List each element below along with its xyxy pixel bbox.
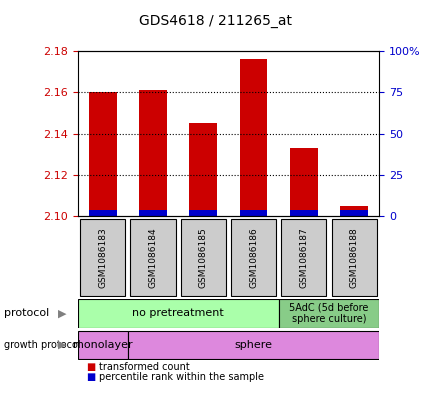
Text: growth protocol: growth protocol xyxy=(4,340,81,350)
FancyBboxPatch shape xyxy=(77,299,278,328)
FancyBboxPatch shape xyxy=(77,331,128,359)
Text: sphere: sphere xyxy=(234,340,272,350)
Text: ▶: ▶ xyxy=(58,340,67,350)
Text: ▶: ▶ xyxy=(58,309,67,318)
Text: GDS4618 / 211265_at: GDS4618 / 211265_at xyxy=(139,14,291,28)
Bar xyxy=(239,59,267,216)
Bar xyxy=(239,210,267,216)
Text: GSM1086185: GSM1086185 xyxy=(198,227,207,288)
Text: GSM1086183: GSM1086183 xyxy=(98,227,107,288)
FancyBboxPatch shape xyxy=(230,219,276,296)
Bar xyxy=(89,210,116,216)
Bar xyxy=(139,90,166,216)
Bar xyxy=(289,210,317,216)
Text: percentile rank within the sample: percentile rank within the sample xyxy=(99,372,264,382)
FancyBboxPatch shape xyxy=(80,219,125,296)
FancyBboxPatch shape xyxy=(331,219,376,296)
Text: no pretreatment: no pretreatment xyxy=(132,309,224,318)
Text: transformed count: transformed count xyxy=(99,362,190,373)
Text: GSM1086188: GSM1086188 xyxy=(349,227,358,288)
Text: GSM1086187: GSM1086187 xyxy=(299,227,307,288)
Text: GSM1086184: GSM1086184 xyxy=(148,227,157,288)
Bar xyxy=(340,206,367,216)
Text: monolayer: monolayer xyxy=(73,340,132,350)
Text: 5AdC (5d before
sphere culture): 5AdC (5d before sphere culture) xyxy=(289,303,368,324)
Bar xyxy=(340,210,367,216)
Bar xyxy=(89,92,116,216)
FancyBboxPatch shape xyxy=(180,219,225,296)
FancyBboxPatch shape xyxy=(128,331,378,359)
Text: GSM1086186: GSM1086186 xyxy=(249,227,258,288)
Text: ■: ■ xyxy=(86,372,95,382)
Bar xyxy=(289,148,317,216)
Text: ■: ■ xyxy=(86,362,95,373)
FancyBboxPatch shape xyxy=(130,219,175,296)
Bar xyxy=(189,210,217,216)
Bar xyxy=(139,210,166,216)
Text: protocol: protocol xyxy=(4,309,49,318)
FancyBboxPatch shape xyxy=(280,219,326,296)
FancyBboxPatch shape xyxy=(278,299,378,328)
Bar xyxy=(189,123,217,216)
